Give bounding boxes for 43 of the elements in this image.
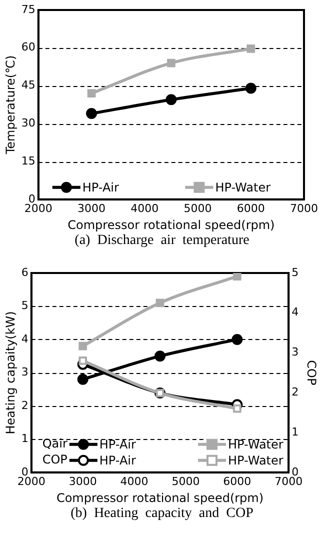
x-tick-label: 5000 [184,202,212,215]
y2-tick-label: 1 [292,425,299,438]
y-tick-label: 4 [21,332,28,346]
x-axis-title: Compressor rotational speed(rpm) [68,218,275,232]
legend-label: HP-Air [99,454,136,468]
x-tick-label: 6000 [236,202,265,215]
x-tick-label: 3000 [78,202,106,215]
y-tick-label: 30 [21,116,36,130]
y-tick-label: 60 [21,40,36,54]
x-tick-label: 4000 [130,202,159,215]
text: (b) Heating capacity and COP [70,506,254,522]
y-tick-label: 5 [21,299,28,312]
x-tick-label: 5000 [172,474,200,488]
legend-label: HP-Water [228,438,284,452]
legend-label: HP-Air [82,180,120,195]
y-axis-title: Heating capaity(kW) [3,311,18,434]
annotation: Qair [42,436,68,451]
legend-label: HP-Water [215,180,271,195]
y-tick-label: 3 [21,366,28,379]
y2-tick-label: 5 [292,266,299,279]
x-tick-label: 6000 [223,474,252,488]
x-tick-label: 7000 [290,202,318,215]
y2-tick-label: 4 [292,306,299,319]
y-tick-label: 75 [21,2,36,16]
x-tick-label: 2000 [24,202,52,215]
y-tick-label: 6 [21,266,28,279]
y2-tick-label: 2 [292,386,299,398]
y-tick-label: 15 [21,154,36,168]
x-tick-label: 3000 [68,474,97,488]
y-tick-label: 45 [21,78,36,92]
legend-label: HP-Air [99,438,136,452]
legend-label: HP-Water [228,454,284,468]
annotation: COP [42,452,68,467]
x-tick-label: 2000 [17,474,46,488]
y-tick-label: 2 [21,398,28,412]
x-tick-label: 4000 [120,474,148,488]
x-axis-title: Compressor rotational speed(rpm) [56,490,264,505]
text: (a) Discharge air temperature [74,233,250,249]
x-tick-label: 7000 [274,474,303,488]
y-tick-label: 1 [21,432,28,446]
y2-tick-label: 3 [292,346,299,359]
y-axis-title: Temperature(℃) [3,55,18,156]
y2-axis-title: COP [304,360,319,386]
